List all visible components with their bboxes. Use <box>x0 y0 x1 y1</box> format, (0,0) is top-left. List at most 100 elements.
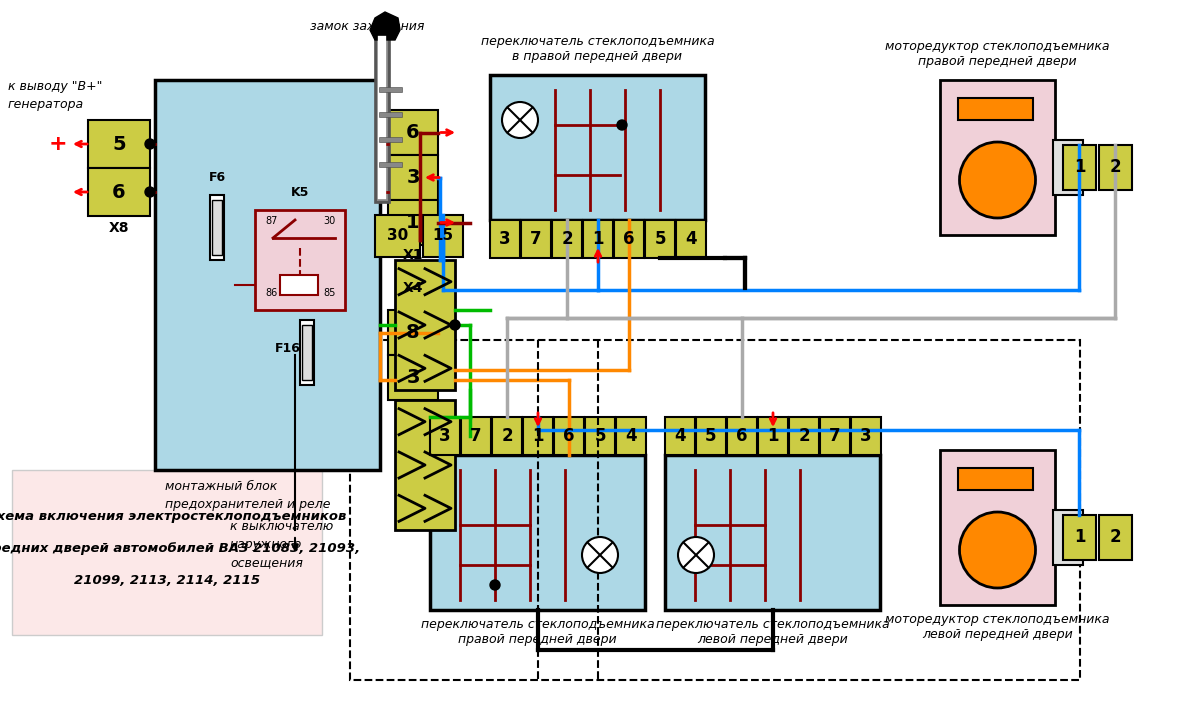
Text: генератора: генератора <box>8 98 84 111</box>
Text: 5: 5 <box>113 135 126 153</box>
Text: наружного: наружного <box>230 538 302 551</box>
Bar <box>490 75 705 220</box>
Circle shape <box>582 537 617 573</box>
Text: 86: 86 <box>265 288 277 298</box>
Bar <box>460 417 492 455</box>
Text: 6: 6 <box>113 182 126 201</box>
Text: 6: 6 <box>736 427 748 445</box>
Bar <box>1099 515 1132 560</box>
Text: 30: 30 <box>387 229 408 244</box>
Text: 2: 2 <box>561 230 573 248</box>
Bar <box>585 417 615 455</box>
Text: замок зажигания: замок зажигания <box>311 20 424 33</box>
Text: 3: 3 <box>406 368 420 387</box>
Text: 5: 5 <box>595 427 605 445</box>
Text: освещения: освещения <box>230 556 303 569</box>
Text: 1: 1 <box>767 427 778 445</box>
Bar <box>210 195 224 260</box>
Text: 8: 8 <box>406 323 420 342</box>
Text: передних дверей автомобилей ВАЗ 21083, 21093,: передних дверей автомобилей ВАЗ 21083, 2… <box>0 542 360 555</box>
Bar <box>940 450 1055 605</box>
Text: моторедуктор стеклоподъемника: моторедуктор стеклоподъемника <box>885 613 1110 626</box>
Bar <box>940 80 1055 235</box>
Circle shape <box>450 320 460 330</box>
Bar <box>665 455 880 610</box>
Bar <box>490 220 520 258</box>
Bar <box>388 110 438 155</box>
Bar <box>88 120 150 168</box>
Circle shape <box>145 139 155 149</box>
Bar <box>583 220 613 258</box>
Text: 2: 2 <box>1110 529 1121 546</box>
Text: +: + <box>49 134 67 154</box>
Text: Схема включения электростеклоподъемников: Схема включения электростеклоподъемников <box>0 510 347 523</box>
Bar <box>851 417 881 455</box>
Bar <box>1099 145 1132 190</box>
Text: 2: 2 <box>501 427 513 445</box>
Text: 7: 7 <box>470 427 482 445</box>
Text: X1: X1 <box>403 248 423 262</box>
Text: 3: 3 <box>499 230 511 248</box>
Text: 85: 85 <box>323 288 336 298</box>
Text: 6: 6 <box>564 427 574 445</box>
Text: 3: 3 <box>439 427 451 445</box>
Bar <box>430 417 460 455</box>
Circle shape <box>959 512 1036 588</box>
Bar <box>523 417 553 455</box>
Text: K5: K5 <box>291 186 309 199</box>
Text: переключатель стеклоподъемника: переключатель стеклоподъемника <box>481 35 715 48</box>
Text: 4: 4 <box>674 427 686 445</box>
Bar <box>255 210 345 310</box>
Text: 2: 2 <box>1110 159 1121 176</box>
Bar <box>616 417 646 455</box>
Bar <box>281 275 318 295</box>
Text: переключатель стеклоподъемника: переключатель стеклоподъемника <box>421 618 655 631</box>
Text: левой передней двери: левой передней двери <box>697 633 848 646</box>
Polygon shape <box>370 12 400 40</box>
Text: 87: 87 <box>265 216 277 226</box>
Text: предохранителей и реле: предохранителей и реле <box>165 498 331 511</box>
Bar <box>958 468 1034 490</box>
Bar <box>665 417 695 455</box>
Text: 6: 6 <box>406 123 420 142</box>
Bar <box>300 320 314 385</box>
Bar <box>423 215 463 257</box>
Bar <box>695 417 727 455</box>
Bar <box>388 155 438 200</box>
Bar <box>350 340 1080 680</box>
Circle shape <box>145 187 155 197</box>
Bar <box>522 220 552 258</box>
Text: 4: 4 <box>685 230 697 248</box>
Text: 21099, 2113, 2114, 2115: 21099, 2113, 2114, 2115 <box>74 574 260 587</box>
Bar <box>302 325 312 380</box>
Text: 1: 1 <box>1074 529 1085 546</box>
Text: к выключателю: к выключателю <box>230 520 333 533</box>
Text: правой передней двери: правой передней двери <box>918 55 1077 68</box>
Bar <box>375 215 420 257</box>
Text: в правой передней двери: в правой передней двери <box>512 50 682 63</box>
Text: 1: 1 <box>406 213 420 232</box>
Bar <box>88 168 150 216</box>
Bar <box>820 417 850 455</box>
Text: левой передней двери: левой передней двери <box>922 628 1073 641</box>
Bar <box>958 98 1034 120</box>
Text: 5: 5 <box>655 230 665 248</box>
Text: 6: 6 <box>623 230 634 248</box>
Circle shape <box>502 102 538 138</box>
Bar <box>676 220 706 258</box>
Text: 30: 30 <box>323 216 336 226</box>
Circle shape <box>959 142 1036 218</box>
Bar <box>554 417 584 455</box>
Bar <box>388 310 438 355</box>
Bar <box>614 220 644 258</box>
Text: правой передней двери: правой передней двери <box>458 633 616 646</box>
Text: X4: X4 <box>403 281 423 295</box>
Bar <box>430 455 645 610</box>
Text: моторедуктор стеклоподъемника: моторедуктор стеклоподъемника <box>885 40 1110 53</box>
Bar <box>789 417 819 455</box>
Bar <box>1064 515 1096 560</box>
Circle shape <box>617 120 627 130</box>
Text: F16: F16 <box>275 342 301 355</box>
Bar <box>12 470 323 635</box>
Text: 1: 1 <box>1074 159 1085 176</box>
